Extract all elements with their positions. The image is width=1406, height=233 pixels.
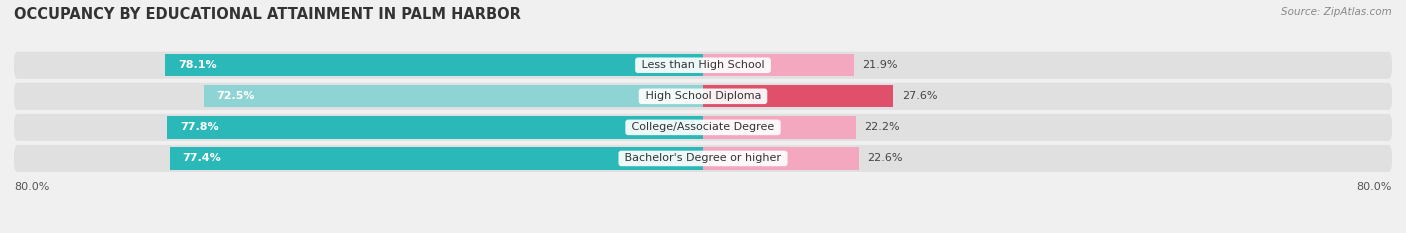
Text: 22.2%: 22.2% xyxy=(865,122,900,132)
Bar xyxy=(165,54,703,76)
Text: 21.9%: 21.9% xyxy=(862,60,898,70)
Text: 77.8%: 77.8% xyxy=(180,122,218,132)
Bar xyxy=(703,147,859,170)
Text: 22.6%: 22.6% xyxy=(868,154,903,163)
FancyBboxPatch shape xyxy=(14,145,1392,172)
Bar xyxy=(204,85,703,107)
Bar xyxy=(703,54,853,76)
Bar xyxy=(167,116,703,139)
FancyBboxPatch shape xyxy=(14,52,1392,79)
Text: College/Associate Degree: College/Associate Degree xyxy=(628,122,778,132)
Text: Source: ZipAtlas.com: Source: ZipAtlas.com xyxy=(1281,7,1392,17)
Bar xyxy=(703,85,893,107)
Text: 78.1%: 78.1% xyxy=(177,60,217,70)
Text: Bachelor's Degree or higher: Bachelor's Degree or higher xyxy=(621,154,785,163)
FancyBboxPatch shape xyxy=(14,83,1392,110)
Text: High School Diploma: High School Diploma xyxy=(641,91,765,101)
Bar xyxy=(703,116,856,139)
Text: 27.6%: 27.6% xyxy=(901,91,938,101)
Bar xyxy=(170,147,703,170)
Text: 80.0%: 80.0% xyxy=(14,182,49,192)
Text: OCCUPANCY BY EDUCATIONAL ATTAINMENT IN PALM HARBOR: OCCUPANCY BY EDUCATIONAL ATTAINMENT IN P… xyxy=(14,7,522,22)
Text: Less than High School: Less than High School xyxy=(638,60,768,70)
Text: 80.0%: 80.0% xyxy=(1357,182,1392,192)
FancyBboxPatch shape xyxy=(14,114,1392,141)
Text: 72.5%: 72.5% xyxy=(217,91,254,101)
Text: 77.4%: 77.4% xyxy=(183,154,221,163)
